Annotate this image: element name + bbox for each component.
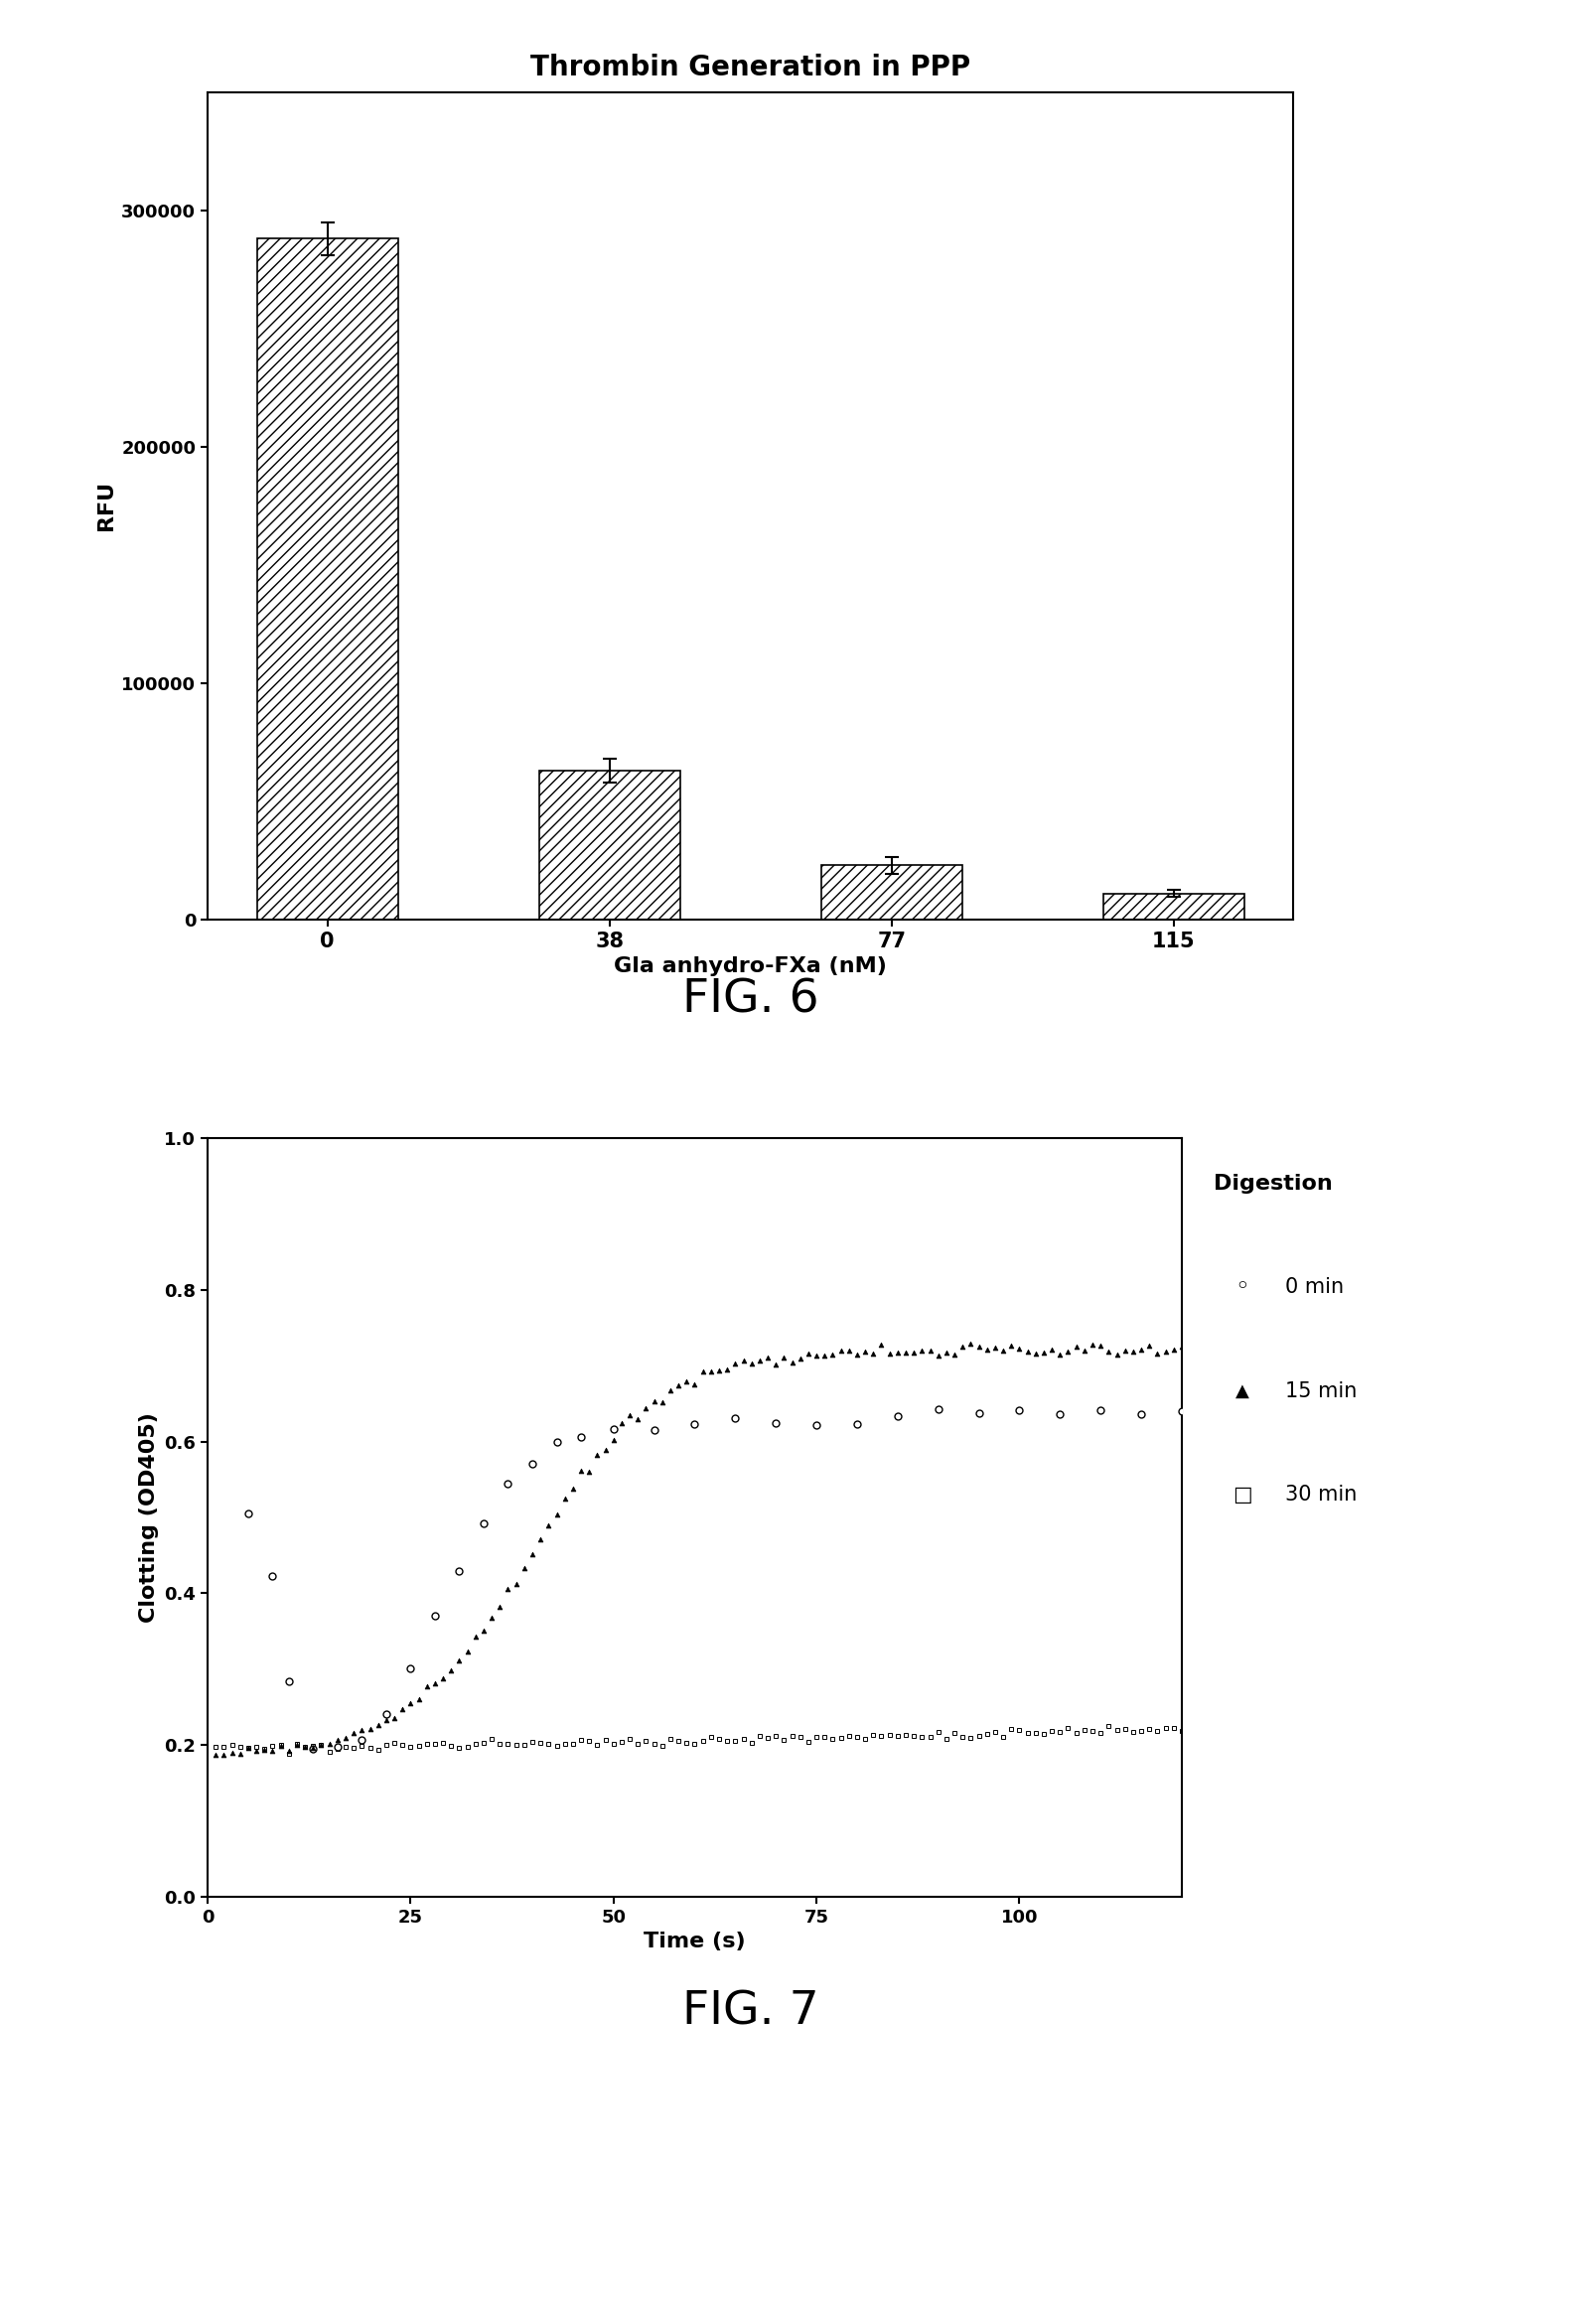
Text: 0 min: 0 min	[1285, 1278, 1344, 1297]
0 min	[685, 1412, 704, 1439]
0 min	[498, 1469, 517, 1497]
30 min	[1156, 1715, 1175, 1743]
Bar	[1103, 894, 1243, 920]
0 min	[522, 1451, 541, 1478]
15 min	[417, 1671, 436, 1699]
30 min	[417, 1731, 436, 1759]
30 min	[977, 1720, 996, 1747]
0 min	[279, 1667, 298, 1694]
0 min	[401, 1655, 420, 1683]
Text: ▲: ▲	[1235, 1382, 1248, 1400]
0 min	[353, 1727, 372, 1754]
X-axis label: Time (s): Time (s)	[643, 1931, 745, 1952]
0 min	[263, 1561, 282, 1589]
Y-axis label: Clotting (OD405): Clotting (OD405)	[139, 1412, 158, 1623]
0 min	[425, 1602, 444, 1630]
Text: FIG. 6: FIG. 6	[681, 977, 819, 1023]
Y-axis label: RFU: RFU	[96, 480, 117, 531]
0 min	[929, 1395, 948, 1423]
30 min	[750, 1722, 769, 1750]
0 min	[571, 1423, 591, 1451]
0 min	[1090, 1395, 1109, 1423]
30 min	[206, 1733, 225, 1761]
0 min	[645, 1416, 664, 1444]
X-axis label: Gla anhydro-FXa (nM): Gla anhydro-FXa (nM)	[614, 956, 886, 977]
30 min	[1098, 1713, 1117, 1740]
0 min	[238, 1499, 257, 1527]
0 min	[303, 1736, 322, 1763]
30 min	[1171, 1717, 1191, 1745]
Line: 15 min: 15 min	[214, 1340, 1184, 1756]
0 min	[1132, 1400, 1151, 1428]
0 min	[847, 1409, 867, 1437]
Bar	[820, 864, 961, 920]
Text: ◦: ◦	[1234, 1276, 1250, 1299]
30 min	[474, 1729, 493, 1756]
Line: 30 min: 30 min	[214, 1724, 1184, 1756]
15 min	[879, 1340, 899, 1368]
15 min	[206, 1740, 225, 1768]
0 min	[725, 1405, 744, 1432]
30 min	[279, 1740, 298, 1768]
Line: 0 min: 0 min	[244, 1405, 1184, 1752]
0 min	[1171, 1398, 1191, 1425]
0 min	[474, 1510, 493, 1538]
Text: □: □	[1232, 1485, 1251, 1504]
0 min	[1009, 1395, 1028, 1423]
0 min	[603, 1414, 622, 1441]
0 min	[327, 1733, 346, 1761]
Title: Thrombin Generation in PPP: Thrombin Generation in PPP	[530, 53, 970, 80]
Bar	[539, 770, 680, 920]
0 min	[887, 1402, 907, 1430]
15 min	[1156, 1338, 1175, 1366]
0 min	[547, 1428, 567, 1455]
15 min	[474, 1616, 493, 1644]
0 min	[766, 1409, 785, 1437]
15 min	[961, 1329, 980, 1356]
Text: 15 min: 15 min	[1285, 1382, 1357, 1400]
0 min	[969, 1400, 988, 1428]
15 min	[750, 1347, 769, 1375]
30 min	[879, 1722, 899, 1750]
0 min	[806, 1412, 825, 1439]
Text: 30 min: 30 min	[1285, 1485, 1357, 1504]
15 min	[214, 1740, 233, 1768]
0 min	[377, 1699, 396, 1727]
15 min	[1171, 1333, 1191, 1361]
Bar	[257, 239, 397, 920]
0 min	[450, 1556, 469, 1584]
15 min	[985, 1333, 1004, 1361]
Text: Digestion: Digestion	[1213, 1175, 1331, 1193]
0 min	[1050, 1400, 1069, 1428]
Text: FIG. 7: FIG. 7	[681, 1989, 819, 2035]
